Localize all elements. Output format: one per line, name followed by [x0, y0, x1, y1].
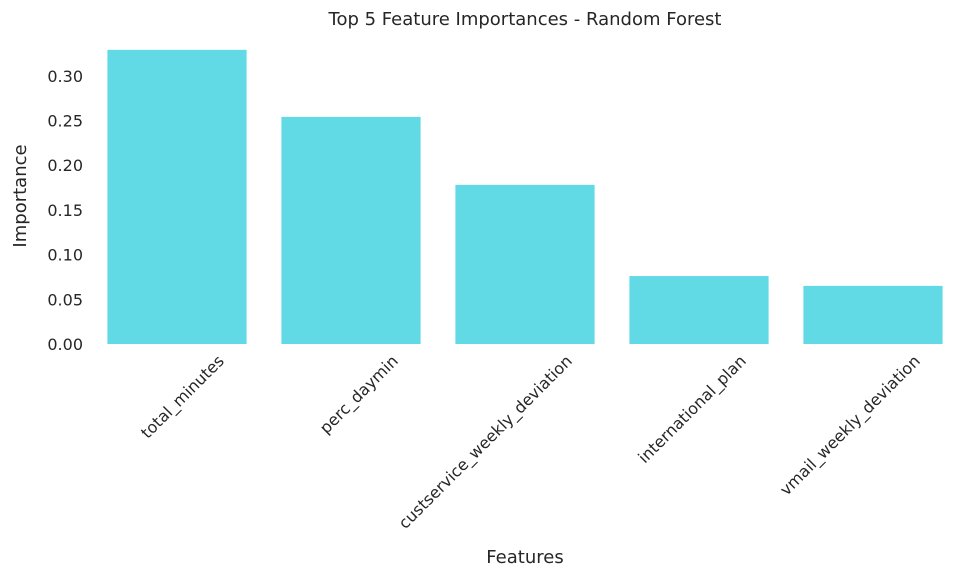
- y-tick-label: 0.20: [47, 156, 83, 175]
- x-tick-label: vmail_weekly_deviation: [776, 351, 925, 500]
- x-tick-label: total_minutes: [137, 351, 228, 442]
- y-tick-label: 0.15: [47, 201, 83, 220]
- y-tick-label: 0.05: [47, 290, 83, 309]
- bar-vmail-weekly-deviation: [803, 285, 943, 344]
- bar-perc-daymin: [281, 116, 421, 344]
- x-tick-label: perc_daymin: [316, 351, 403, 438]
- x-tick-label: custservice_weekly_deviation: [395, 351, 577, 533]
- y-tick-label: 0.10: [47, 246, 83, 265]
- y-axis: 0.00 0.05 0.10 0.15 0.20 0.25 0.30: [47, 67, 83, 354]
- bars: [107, 49, 943, 344]
- x-tick-label: international_plan: [634, 351, 750, 467]
- chart-title: Top 5 Feature Importances - Random Fores…: [328, 9, 722, 30]
- x-axis: total_minutes perc_daymincustservice_week…: [137, 351, 924, 533]
- y-tick-label: 0.25: [47, 111, 83, 130]
- bar-custservice-weekly-deviation: [455, 184, 595, 344]
- bar-total-minutes: [107, 49, 247, 344]
- bar-international-plan: [629, 276, 769, 344]
- x-axis-label: Features: [486, 547, 563, 568]
- y-tick-label: 0.00: [47, 335, 83, 354]
- y-tick-label: 0.30: [47, 67, 83, 86]
- y-axis-label: Importance: [10, 144, 31, 247]
